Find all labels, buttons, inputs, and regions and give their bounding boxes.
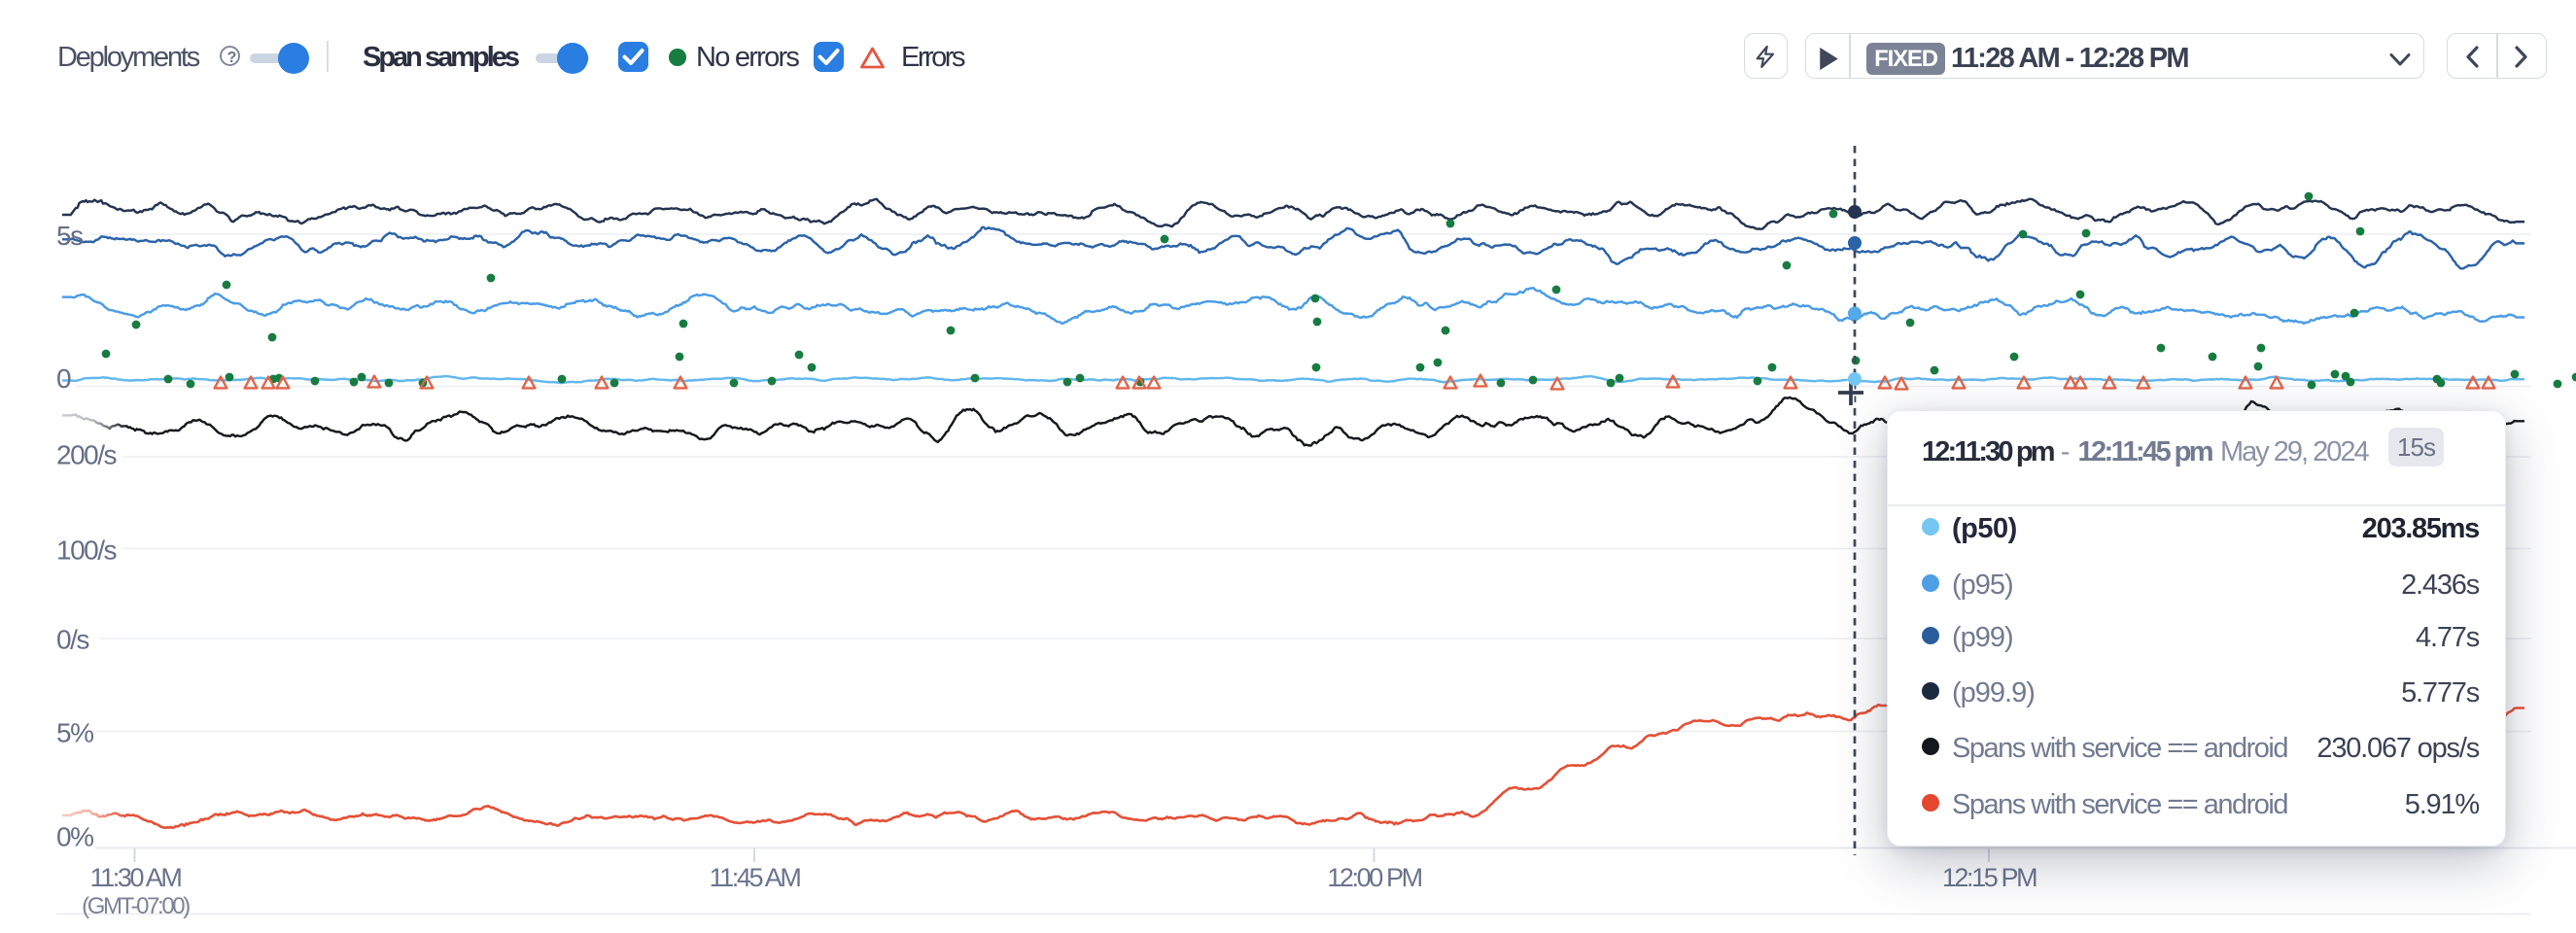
svg-text:0: 0 (56, 363, 71, 394)
svg-text:(GMT-07:00): (GMT-07:00) (82, 893, 190, 919)
svg-text:11:45 AM: 11:45 AM (710, 863, 801, 892)
svg-text:5%: 5% (56, 718, 93, 748)
svg-text:200/s: 200/s (56, 440, 116, 470)
svg-text:11:30 AM: 11:30 AM (90, 863, 182, 892)
svg-text:12:00 PM: 12:00 PM (1327, 863, 1421, 892)
svg-text:100/s: 100/s (56, 536, 116, 566)
svg-text:0%: 0% (56, 822, 93, 852)
svg-text:12:15 PM: 12:15 PM (1942, 863, 2036, 892)
svg-text:5s: 5s (56, 221, 83, 251)
svg-text:0/s: 0/s (56, 625, 88, 655)
